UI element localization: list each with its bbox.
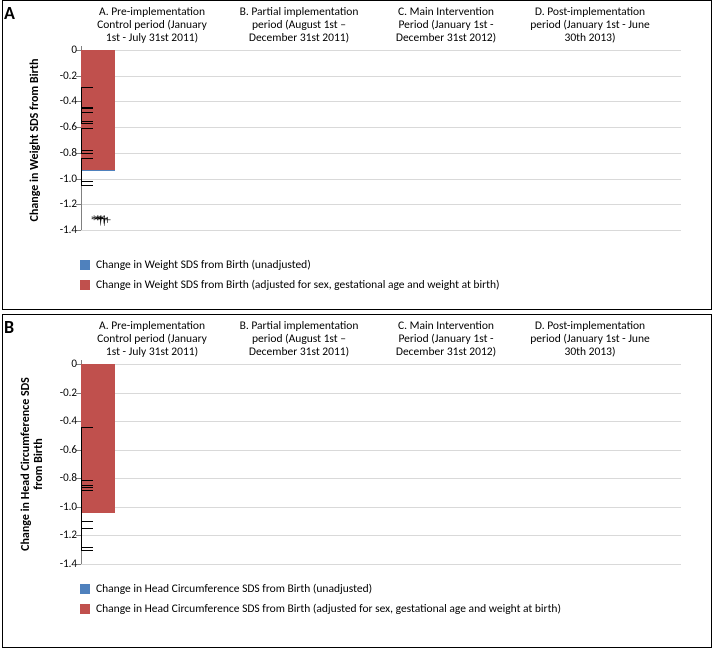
y-tick-label: -1.4 bbox=[49, 557, 77, 570]
legend-item-adjusted: Change in Weight SDS from Birth (adjuste… bbox=[80, 278, 670, 292]
error-cap-lower bbox=[81, 547, 93, 548]
error-cap-lower bbox=[81, 490, 93, 491]
y-axis-label: Change in Weight SDS from Birth bbox=[28, 50, 42, 230]
column-header: A. Pre-implementation Control period (Ja… bbox=[78, 6, 226, 46]
legend-label: Change in Weight SDS from Birth (adjuste… bbox=[96, 278, 500, 292]
grid-line bbox=[81, 101, 681, 102]
grid-line bbox=[81, 230, 681, 231]
grid-line bbox=[81, 364, 681, 365]
figure-root: A A. Pre-implementation Control period (J… bbox=[0, 0, 714, 649]
grid-line bbox=[81, 204, 681, 205]
grid-line bbox=[81, 76, 681, 77]
grid-line bbox=[81, 478, 681, 479]
y-tick-label: -0.2 bbox=[49, 386, 77, 399]
error-cap-upper bbox=[81, 427, 93, 428]
error-cap-lower bbox=[81, 485, 93, 486]
legend-item-unadjusted: Change in Head Circumference SDS from Bi… bbox=[80, 582, 670, 596]
error-cap-lower bbox=[81, 480, 93, 481]
legend: Change in Head Circumference SDS from Bi… bbox=[80, 582, 670, 622]
grid-line bbox=[81, 127, 681, 128]
grid-line bbox=[81, 153, 681, 154]
error-cap-lower bbox=[81, 487, 93, 488]
column-header: C. Main Intervention Period (January 1st… bbox=[372, 320, 520, 360]
error-cap-lower bbox=[81, 181, 93, 182]
grid-line bbox=[81, 50, 681, 51]
panel-panelB-letter: B bbox=[4, 316, 14, 338]
legend-swatch bbox=[80, 280, 90, 290]
error-cap-lower bbox=[81, 153, 93, 154]
error-cap-lower bbox=[81, 150, 93, 151]
legend: Change in Weight SDS from Birth (unadjus… bbox=[80, 258, 670, 298]
error-cap-lower bbox=[81, 185, 93, 186]
y-tick-label: -0.4 bbox=[49, 94, 77, 107]
plot-area-panelA: 0-0.2-0.4-0.6-0.8-1.0-1.2-1.4***†*†*†+*† bbox=[80, 50, 681, 230]
y-tick-label: -1.2 bbox=[49, 528, 77, 541]
legend-item-adjusted: Change in Head Circumference SDS from Bi… bbox=[80, 602, 670, 616]
error-bar bbox=[81, 158, 82, 181]
grid-line bbox=[81, 393, 681, 394]
bar-adjusted bbox=[81, 364, 115, 455]
error-cap-upper bbox=[81, 87, 93, 88]
y-axis-label: Change in Head Circumference SDSfrom Bir… bbox=[20, 364, 46, 564]
grid-line bbox=[81, 450, 681, 451]
y-tick-label: -0.6 bbox=[49, 120, 77, 133]
column-header: D. Post-implementation period (January 1… bbox=[516, 6, 664, 46]
grid-line bbox=[81, 179, 681, 180]
error-cap-upper bbox=[81, 128, 93, 129]
error-bar bbox=[81, 128, 82, 152]
column-header: B. Partial implementation period (August… bbox=[225, 6, 373, 46]
y-tick-label: -1.0 bbox=[49, 500, 77, 513]
error-cap-upper bbox=[81, 158, 93, 159]
error-bar bbox=[81, 87, 82, 111]
legend-swatch bbox=[80, 260, 90, 270]
column-header: D. Post-implementation period (January 1… bbox=[516, 320, 664, 360]
error-cap-lower bbox=[81, 521, 93, 522]
y-tick-label: -1.0 bbox=[49, 172, 77, 185]
column-header: C. Main Intervention Period (January 1st… bbox=[372, 6, 520, 46]
error-cap-lower bbox=[81, 123, 93, 124]
legend-label: Change in Head Circumference SDS from Bi… bbox=[96, 582, 372, 596]
legend-swatch bbox=[80, 604, 90, 614]
y-tick-label: -0.8 bbox=[49, 146, 77, 159]
column-header: B. Partial implementation period (August… bbox=[225, 320, 373, 360]
legend-item-unadjusted: Change in Weight SDS from Birth (unadjus… bbox=[80, 258, 670, 272]
error-cap-lower bbox=[81, 550, 93, 551]
error-cap-lower bbox=[81, 108, 93, 109]
y-tick-label: -0.2 bbox=[49, 69, 77, 82]
y-tick-label: -1.2 bbox=[49, 197, 77, 210]
significance-annotation: *† bbox=[81, 212, 121, 228]
y-tick-label: 0 bbox=[49, 43, 77, 56]
y-tick-label: -0.8 bbox=[49, 471, 77, 484]
plot-area-panelB: 0-0.2-0.4-0.6-0.8-1.0-1.2-1.4 bbox=[80, 364, 681, 564]
bar-adjusted bbox=[81, 50, 115, 99]
grid-line bbox=[81, 507, 681, 508]
legend-swatch bbox=[80, 584, 90, 594]
error-cap-lower bbox=[81, 528, 93, 529]
error-cap-lower bbox=[81, 112, 93, 113]
y-tick-label: -0.4 bbox=[49, 414, 77, 427]
error-cap-lower bbox=[81, 121, 93, 122]
y-tick-label: -1.4 bbox=[49, 223, 77, 236]
y-tick-label: 0 bbox=[49, 357, 77, 370]
grid-line bbox=[81, 421, 681, 422]
error-bar bbox=[81, 427, 82, 486]
column-header: A. Pre-implementation Control period (Ja… bbox=[78, 320, 226, 360]
grid-line bbox=[81, 535, 681, 536]
legend-label: Change in Head Circumference SDS from Bi… bbox=[96, 602, 561, 616]
grid-line bbox=[81, 564, 681, 565]
panel-panelA-letter: A bbox=[4, 2, 15, 24]
legend-label: Change in Weight SDS from Birth (unadjus… bbox=[96, 258, 311, 272]
y-tick-label: -0.6 bbox=[49, 443, 77, 456]
